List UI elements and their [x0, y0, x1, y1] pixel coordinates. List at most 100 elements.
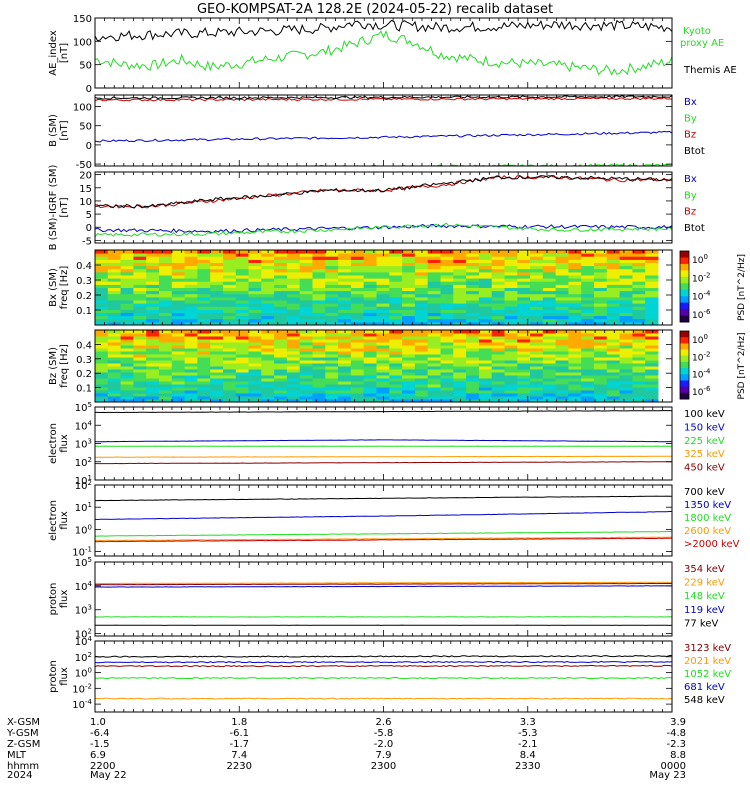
- y-tick-label: 0: [86, 141, 92, 152]
- lines-ae: [95, 19, 672, 76]
- y-tick-label: 0: [86, 223, 92, 234]
- y-tick-label: 102: [75, 479, 92, 492]
- series-line-btot: [95, 174, 672, 209]
- series-line-2600-kev: [95, 536, 672, 542]
- ephemeris-value: 2300: [371, 761, 396, 772]
- legend-entry: 229 keV: [684, 578, 725, 589]
- legend-entry: 77 keV: [684, 618, 718, 629]
- legend-bsm: Bx By Bz Btot: [684, 97, 705, 157]
- colorbar-tick-label: 10-2: [692, 350, 710, 363]
- legend-entry: >2000 keV: [684, 539, 740, 550]
- series-line-1052-kev: [95, 676, 672, 680]
- series-line--2000-kev: [95, 537, 672, 543]
- y-tick-label: 102: [75, 628, 92, 641]
- ephemeris-value: May 22: [90, 770, 127, 781]
- series-line-229-kev: [95, 581, 672, 585]
- x-ticks: [94, 562, 673, 636]
- y-tick-label: 100: [73, 103, 92, 114]
- ephemeris-value: -2.3: [666, 739, 686, 750]
- y-axis-label: [nT]: [59, 43, 70, 63]
- series-line-themis-ae: [95, 19, 672, 42]
- ephemeris-row-label: 2024: [7, 770, 32, 781]
- legend-entry: Bz: [684, 130, 696, 141]
- colorbar-label: PSD [nT^2/Hz]: [737, 333, 747, 400]
- series-line-325-kev: [95, 455, 672, 458]
- legend-entry: 100 keV: [684, 409, 725, 420]
- y-tick-label: 10-1: [72, 546, 92, 559]
- series-line-700-kev: [95, 495, 672, 502]
- y-label-pflux1: proton flux: [48, 583, 70, 616]
- legend-entry: Bz: [684, 207, 696, 218]
- x-ticks: [94, 407, 673, 480]
- y-axis-pflux1: 102 103 104 105: [75, 556, 672, 641]
- y-tick-label: 5: [86, 210, 92, 221]
- y-label-bx_spec: Bx (SM) freq [Hz]: [48, 266, 70, 310]
- legend-entry: 1350 keV: [684, 500, 731, 511]
- y-tick-label: 0.3: [76, 355, 92, 366]
- ephemeris-value: -5.3: [518, 728, 538, 739]
- legend-pflux2: 3123 keV 2021 keV 1052 keV 681 keV 548 keV: [684, 643, 731, 706]
- y-label-ae: AE_index [nT]: [48, 30, 70, 76]
- y-axis-bx_spec: 0.1 0.2 0.3 0.4: [76, 261, 672, 317]
- series-line-kyoto-proxy-ae: [95, 30, 672, 76]
- y-tick-label: 0.2: [76, 369, 92, 380]
- y-axis-bdiff: -5 0 5 10 15 20: [79, 171, 672, 247]
- panel-bx_spec: 100 10-2 10-4 10-6 PSD [nT^2/Hz] 0.1 0.2 0.3 0.4…: [48, 249, 747, 326]
- x-ticks: [94, 641, 673, 712]
- y-tick-label: 102: [75, 456, 92, 469]
- ephemeris-value: 2330: [515, 761, 540, 772]
- legend-entry: 150 keV: [684, 422, 725, 433]
- ephemeris-row-label: Y-GSM: [6, 728, 39, 739]
- ephemeris-value: -1.7: [229, 739, 249, 750]
- y-axis-bz_spec: 0.1 0.2 0.3 0.4: [76, 340, 672, 395]
- spectrogram-bz_spec: [95, 330, 659, 402]
- y-tick-label: 0.1: [76, 306, 92, 317]
- y-axis-label: flux: [59, 434, 70, 453]
- series-line-548-kev: [95, 654, 672, 658]
- colorbar-tick-label: 10-6: [692, 385, 711, 398]
- colorbar-tick-label: 100: [692, 253, 708, 266]
- panel-bdiff: Bx By Bz Btot -5 0 5 10 15 20 B (SM)-IGRF (SM) [nT]: [48, 165, 705, 251]
- panel-frame: [94, 640, 673, 713]
- y-label-bsm: B (SM) [nT]: [48, 114, 70, 147]
- panel-pflux2: 3123 keV 2021 keV 1052 keV 681 keV 548 keV 10…: [48, 635, 731, 713]
- y-tick-label: 101: [75, 474, 92, 487]
- ephemeris-value: -6.4: [90, 728, 110, 739]
- y-tick-label: 105: [75, 556, 92, 569]
- y-axis-label: flux: [59, 667, 70, 686]
- y-axis-eflux1: 101 102 103 104 105: [75, 401, 672, 487]
- y-axis-label: Bx (SM): [48, 268, 59, 307]
- y-tick-label: 100: [75, 667, 92, 680]
- colorbar-bx_spec: 100 10-2 10-4 10-6 PSD [nT^2/Hz]: [679, 250, 747, 323]
- y-axis-label: B (SM): [48, 114, 59, 147]
- legend-entry: 225 keV: [684, 436, 725, 447]
- y-axis-label: proton: [48, 583, 59, 616]
- y-tick-label: 10-2: [72, 682, 92, 695]
- y-label-pflux2: proton flux: [48, 660, 70, 693]
- series-line-3123-kev: [95, 664, 672, 668]
- legend-bdiff: Bx By Bz Btot: [684, 174, 705, 234]
- y-tick-label: 50: [79, 122, 92, 133]
- ephemeris-value: 8.4: [520, 750, 536, 761]
- legend-entry: Btot: [684, 223, 705, 234]
- ephemeris-value: 3.9: [670, 717, 686, 728]
- y-label-bdiff: B (SM)-IGRF (SM) [nT]: [48, 165, 70, 251]
- panel-frame: [94, 484, 673, 557]
- y-tick-label: 103: [75, 438, 92, 451]
- y-tick-label: 105: [75, 401, 92, 414]
- ephemeris-value: -2.0: [374, 739, 394, 750]
- y-tick-label: 10: [79, 197, 92, 208]
- legend-entry: 119 keV: [684, 605, 725, 616]
- series-line-by: [95, 222, 672, 238]
- legend-entry: 450 keV: [684, 463, 725, 474]
- ephemeris-row-label: hhmm: [7, 761, 39, 772]
- colorbar-tick-label: 100: [692, 333, 708, 346]
- plot-title: GEO-KOMPSAT-2A 128.2E (2024-05-22) recal…: [197, 2, 553, 17]
- ephemeris-value: 1.0: [90, 717, 106, 728]
- ephemeris-value: -2.1: [518, 739, 538, 750]
- y-axis-bsm: -50 0 50 100: [73, 103, 672, 171]
- panel-frame: [94, 17, 673, 89]
